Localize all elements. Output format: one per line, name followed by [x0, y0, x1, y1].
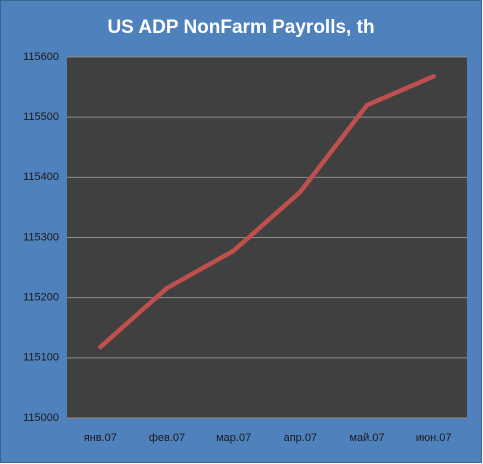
data-line [98, 74, 436, 350]
y-tick-label: 115600 [23, 51, 59, 63]
x-tick-label: фев.07 [149, 432, 185, 444]
x-tick-label: июн.07 [416, 432, 452, 444]
x-tick-label: апр.07 [284, 432, 317, 444]
y-tick-label: 115200 [23, 292, 59, 304]
x-tick-label: май.07 [349, 432, 384, 444]
y-tick-label: 115500 [23, 111, 59, 123]
chart-title: US ADP NonFarm Payrolls, th [107, 17, 374, 38]
y-tick-label: 115300 [23, 231, 59, 243]
y-tick-label: 115000 [23, 412, 59, 424]
x-tick-label: мар.07 [216, 432, 251, 444]
y-tick-label: 115100 [23, 352, 59, 364]
x-tick-label: янв.07 [84, 432, 117, 444]
y-tick-label: 115400 [23, 171, 59, 183]
